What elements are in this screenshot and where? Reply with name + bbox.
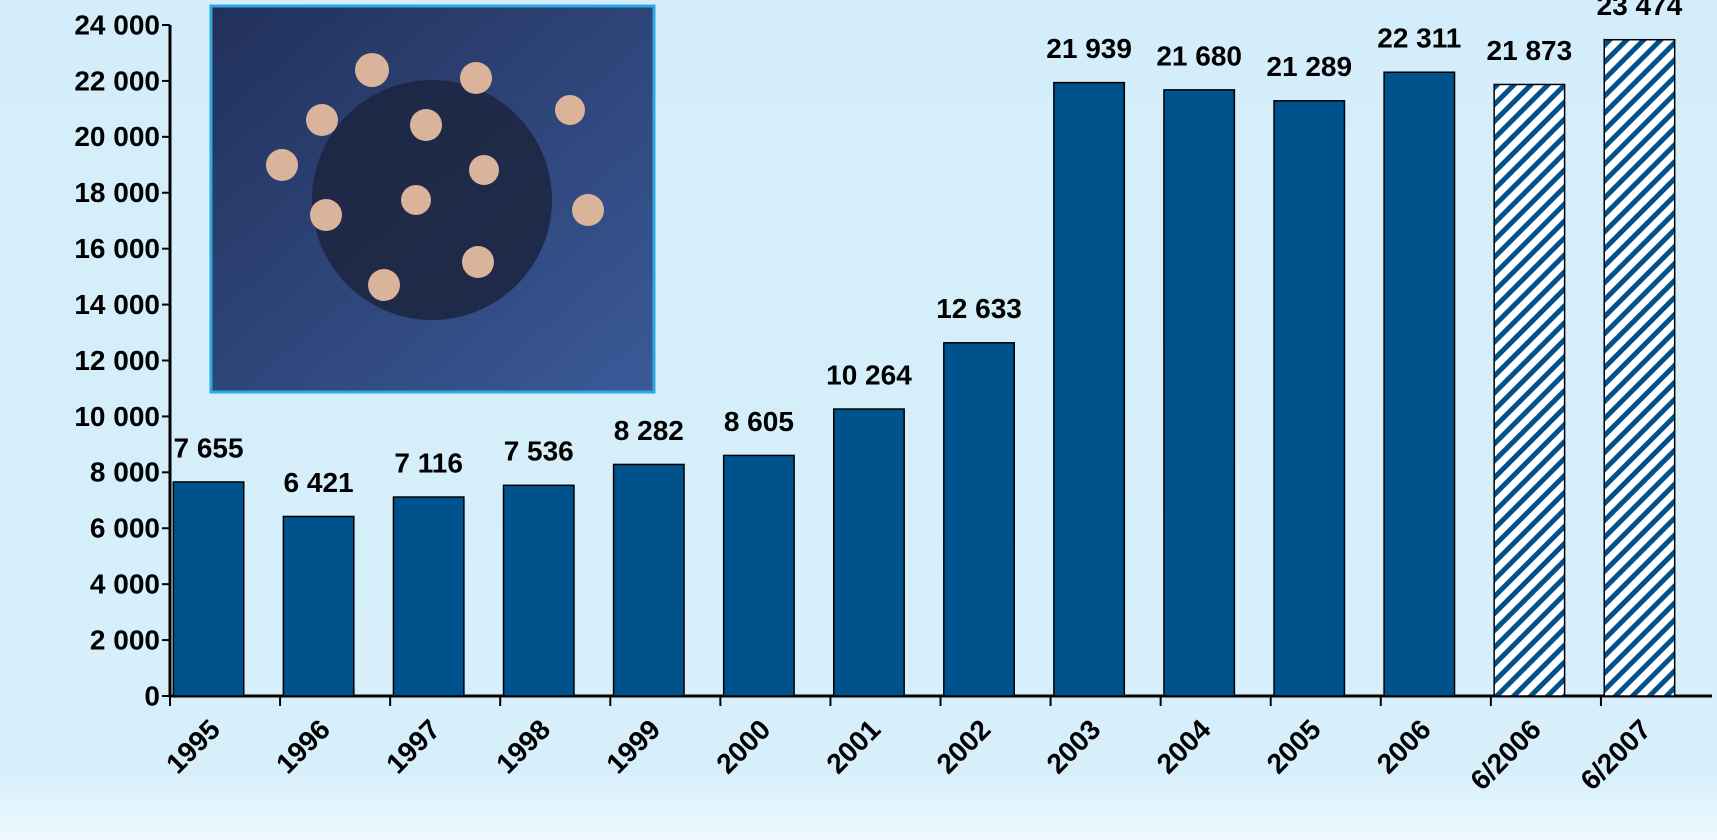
value-label: 6 421 <box>284 467 354 498</box>
bar <box>173 482 243 696</box>
y-tick-label: 8 000 <box>90 457 160 488</box>
value-label: 21 939 <box>1046 33 1132 64</box>
value-label: 7 655 <box>173 432 243 463</box>
y-tick-label: 6 000 <box>90 513 160 544</box>
bar <box>1164 90 1234 696</box>
y-tick-label: 14 000 <box>74 289 160 320</box>
value-label: 23 474 <box>1597 0 1683 21</box>
value-label: 22 311 <box>1377 23 1461 54</box>
value-label: 21 289 <box>1266 51 1352 82</box>
y-tick-label: 10 000 <box>74 401 160 432</box>
value-label: 10 264 <box>826 359 912 390</box>
value-label: 8 282 <box>614 415 684 446</box>
y-tick-label: 22 000 <box>74 65 160 96</box>
value-label: 8 605 <box>724 406 794 437</box>
bar <box>1274 101 1344 696</box>
y-tick-label: 4 000 <box>90 569 160 600</box>
bar <box>1494 84 1564 696</box>
bar <box>834 409 904 696</box>
y-tick-label: 2 000 <box>90 624 160 655</box>
value-label: 21 680 <box>1156 40 1242 71</box>
bar <box>1054 83 1124 696</box>
y-tick-label: 0 <box>144 680 160 711</box>
value-label: 7 116 <box>394 447 463 478</box>
bar <box>283 516 353 696</box>
bar <box>504 485 574 696</box>
bar <box>1604 40 1674 696</box>
photo <box>211 6 654 392</box>
value-label: 7 536 <box>504 436 574 467</box>
value-label: 12 633 <box>936 293 1022 324</box>
y-tick-label: 16 000 <box>74 233 160 264</box>
bar <box>944 343 1014 696</box>
bar <box>724 455 794 696</box>
bar <box>614 464 684 696</box>
value-label: 21 873 <box>1487 35 1573 66</box>
y-tick-label: 24 000 <box>74 9 160 40</box>
y-tick-label: 20 000 <box>74 121 160 152</box>
y-tick-label: 12 000 <box>74 345 160 376</box>
y-tick-label: 18 000 <box>74 177 160 208</box>
bar <box>1384 72 1454 696</box>
chart: 0 2 000 4 000 6 000 8 000 10 000 12 000 14 000 1… <box>0 0 1717 840</box>
bar <box>393 497 463 696</box>
